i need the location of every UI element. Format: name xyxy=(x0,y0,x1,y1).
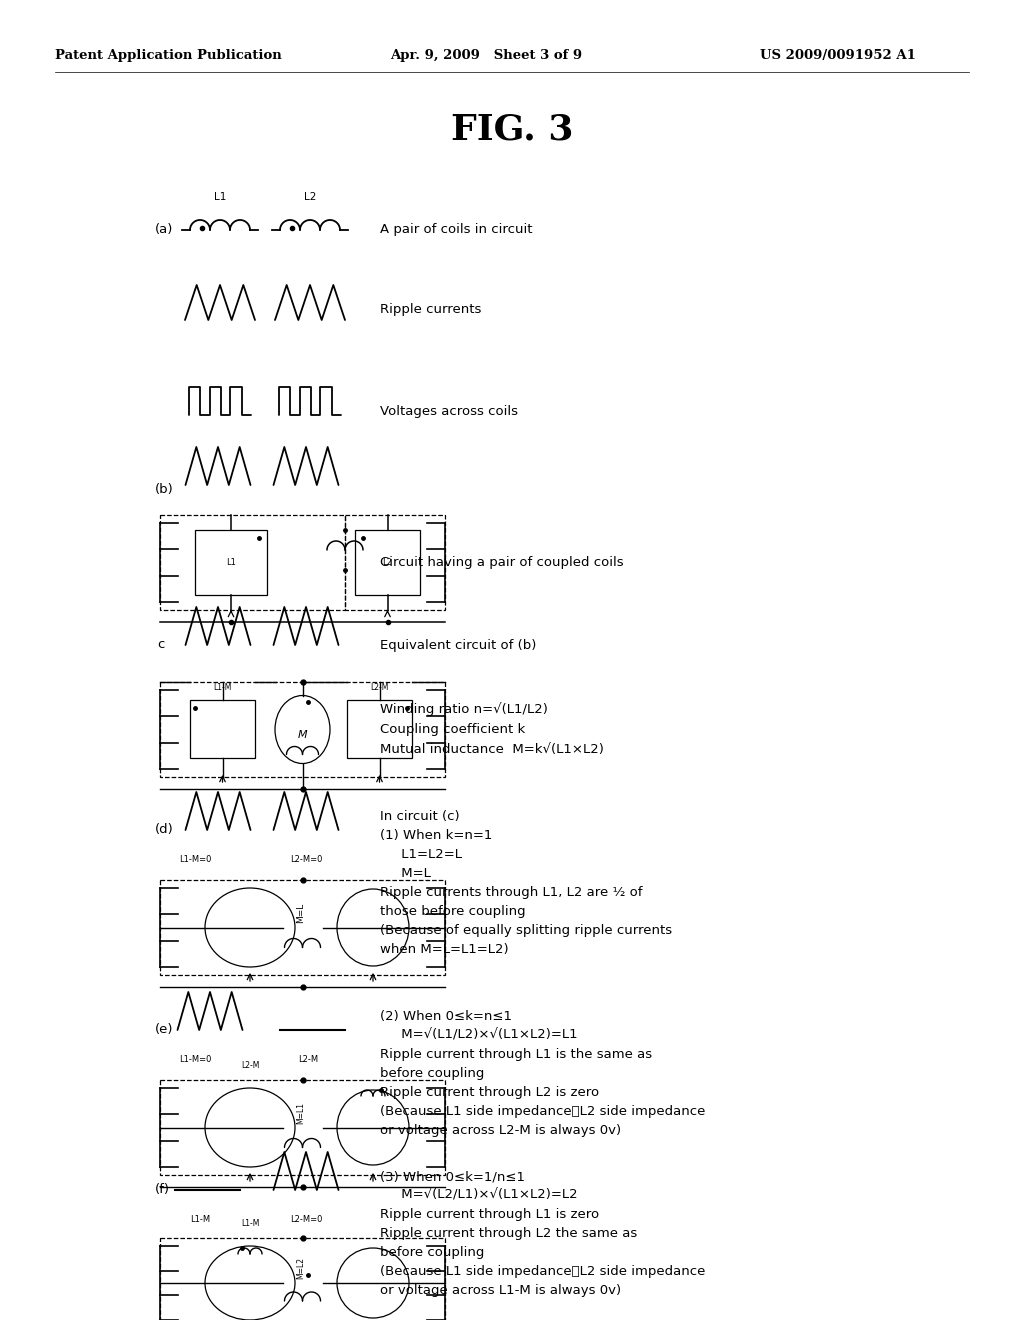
Text: L2-M: L2-M xyxy=(241,1061,259,1071)
Text: US 2009/0091952 A1: US 2009/0091952 A1 xyxy=(760,49,915,62)
Text: L1-M: L1-M xyxy=(213,682,231,692)
Text: L2-M: L2-M xyxy=(298,1055,318,1064)
Bar xyxy=(160,682,445,777)
Text: (b): (b) xyxy=(155,483,174,496)
Text: (f): (f) xyxy=(155,1184,170,1196)
Text: L1-M=0: L1-M=0 xyxy=(179,855,211,865)
Text: A pair of coils in circuit: A pair of coils in circuit xyxy=(380,223,532,236)
Text: L2-M=0: L2-M=0 xyxy=(290,1214,323,1224)
Text: (d): (d) xyxy=(155,824,174,837)
Bar xyxy=(160,880,445,975)
Text: c: c xyxy=(157,639,165,652)
Text: Ripple currents: Ripple currents xyxy=(380,304,481,317)
Text: L2: L2 xyxy=(304,191,316,202)
Bar xyxy=(160,1238,445,1320)
Text: Winding ratio n=√(L1/L2)
Coupling coefficient k
Mutual inductance  M=k√(L1×L2): Winding ratio n=√(L1/L2) Coupling coeffi… xyxy=(380,702,604,756)
Bar xyxy=(190,700,255,758)
Text: Circuit having a pair of coupled coils: Circuit having a pair of coupled coils xyxy=(380,556,624,569)
Text: L1-M: L1-M xyxy=(189,1214,210,1224)
Text: M: M xyxy=(298,730,307,739)
Text: L2-M: L2-M xyxy=(371,682,389,692)
Text: M=L1: M=L1 xyxy=(296,1101,305,1123)
Bar xyxy=(160,1080,445,1175)
Text: L1: L1 xyxy=(214,191,226,202)
Text: L1: L1 xyxy=(226,558,236,568)
Text: Apr. 9, 2009   Sheet 3 of 9: Apr. 9, 2009 Sheet 3 of 9 xyxy=(390,49,582,62)
Text: (2) When 0≤k=n≤1
     M=√(L1/L2)×√(L1×L2)=L1
Ripple current through L1 is the sa: (2) When 0≤k=n≤1 M=√(L1/L2)×√(L1×L2)=L1 … xyxy=(380,1010,706,1137)
Text: L1-M: L1-M xyxy=(241,1218,259,1228)
Bar xyxy=(160,515,345,610)
Text: L2-M=0: L2-M=0 xyxy=(290,855,323,865)
Text: (a): (a) xyxy=(155,223,173,236)
Text: Equivalent circuit of (b): Equivalent circuit of (b) xyxy=(380,639,537,652)
Text: (3) When 0≤k=1/n≤1
     M=√(L2/L1)×√(L1×L2)=L2
Ripple current through L1 is zero: (3) When 0≤k=1/n≤1 M=√(L2/L1)×√(L1×L2)=L… xyxy=(380,1170,706,1298)
Bar xyxy=(195,531,267,595)
Bar xyxy=(345,515,445,610)
Text: In circuit (c)
(1) When k=n=1
     L1=L2=L
     M=L
Ripple currents through L1, : In circuit (c) (1) When k=n=1 L1=L2=L M=… xyxy=(380,810,672,956)
Bar xyxy=(347,700,412,758)
Text: (e): (e) xyxy=(155,1023,173,1036)
Bar xyxy=(355,531,420,595)
Text: Voltages across coils: Voltages across coils xyxy=(380,405,518,418)
Text: L1-M=0: L1-M=0 xyxy=(179,1055,211,1064)
Text: L2: L2 xyxy=(383,558,392,568)
Text: M=L2: M=L2 xyxy=(296,1257,305,1279)
Text: FIG. 3: FIG. 3 xyxy=(451,114,573,147)
Text: M=L: M=L xyxy=(296,903,305,923)
Text: Patent Application Publication: Patent Application Publication xyxy=(55,49,282,62)
